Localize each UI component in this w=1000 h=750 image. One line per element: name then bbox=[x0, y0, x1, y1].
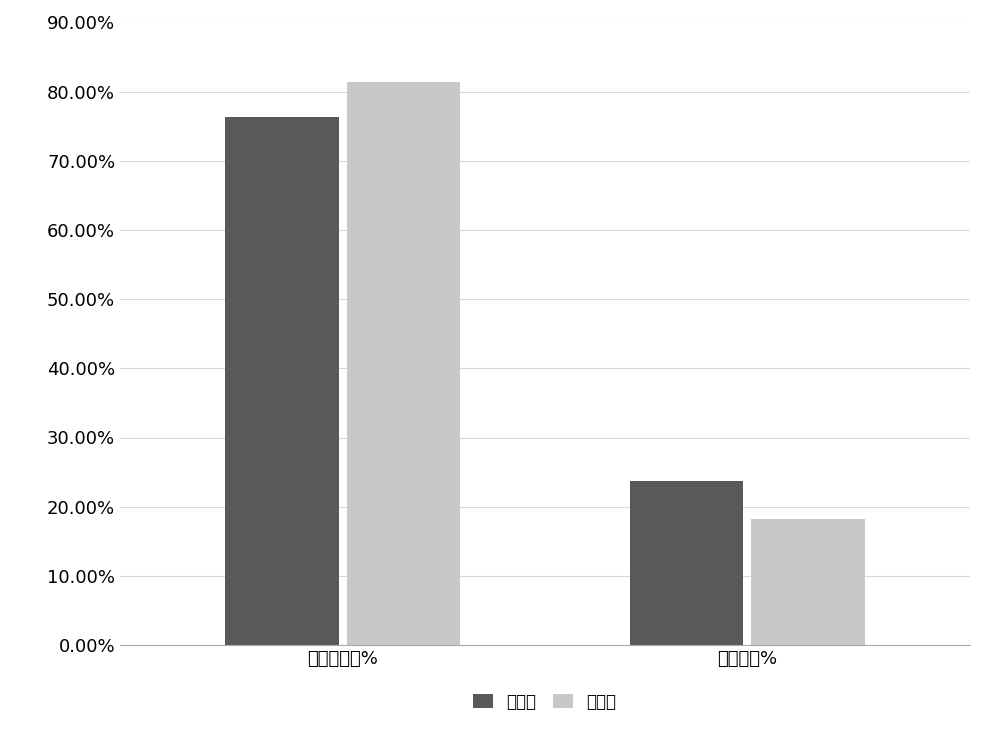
Bar bbox=[225, 116, 339, 645]
Bar bbox=[347, 82, 460, 645]
Bar bbox=[630, 481, 743, 645]
Bar bbox=[751, 519, 865, 645]
Legend: 单隔膜, 双隔膜: 单隔膜, 双隔膜 bbox=[467, 686, 623, 718]
